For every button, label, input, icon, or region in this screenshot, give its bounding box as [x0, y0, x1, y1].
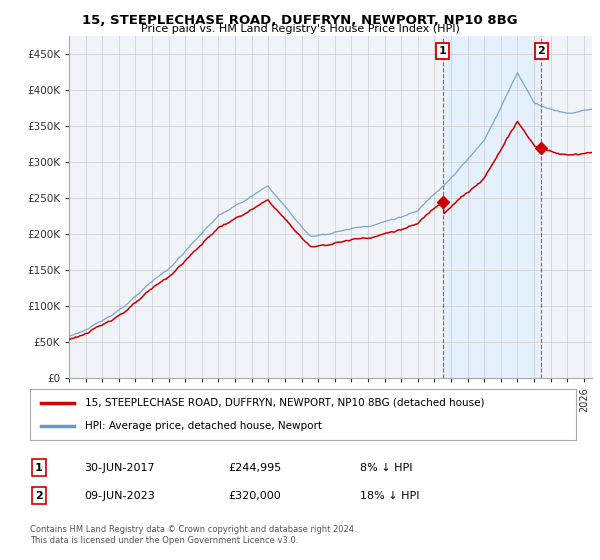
Text: Contains HM Land Registry data © Crown copyright and database right 2024.: Contains HM Land Registry data © Crown c…	[30, 525, 356, 534]
Text: 18% ↓ HPI: 18% ↓ HPI	[360, 491, 419, 501]
Text: This data is licensed under the Open Government Licence v3.0.: This data is licensed under the Open Gov…	[30, 536, 298, 545]
Text: 8% ↓ HPI: 8% ↓ HPI	[360, 463, 413, 473]
Text: £320,000: £320,000	[228, 491, 281, 501]
Text: 2: 2	[35, 491, 43, 501]
Text: 1: 1	[439, 46, 446, 56]
Text: 30-JUN-2017: 30-JUN-2017	[84, 463, 155, 473]
Text: 09-JUN-2023: 09-JUN-2023	[84, 491, 155, 501]
Text: HPI: Average price, detached house, Newport: HPI: Average price, detached house, Newp…	[85, 421, 322, 431]
Text: 2: 2	[538, 46, 545, 56]
Text: 15, STEEPLECHASE ROAD, DUFFRYN, NEWPORT, NP10 8BG: 15, STEEPLECHASE ROAD, DUFFRYN, NEWPORT,…	[82, 14, 518, 27]
Text: 15, STEEPLECHASE ROAD, DUFFRYN, NEWPORT, NP10 8BG (detached house): 15, STEEPLECHASE ROAD, DUFFRYN, NEWPORT,…	[85, 398, 484, 408]
Text: £244,995: £244,995	[228, 463, 281, 473]
Bar	[443, 36, 541, 378]
Text: Price paid vs. HM Land Registry's House Price Index (HPI): Price paid vs. HM Land Registry's House …	[140, 24, 460, 34]
Text: 1: 1	[35, 463, 43, 473]
